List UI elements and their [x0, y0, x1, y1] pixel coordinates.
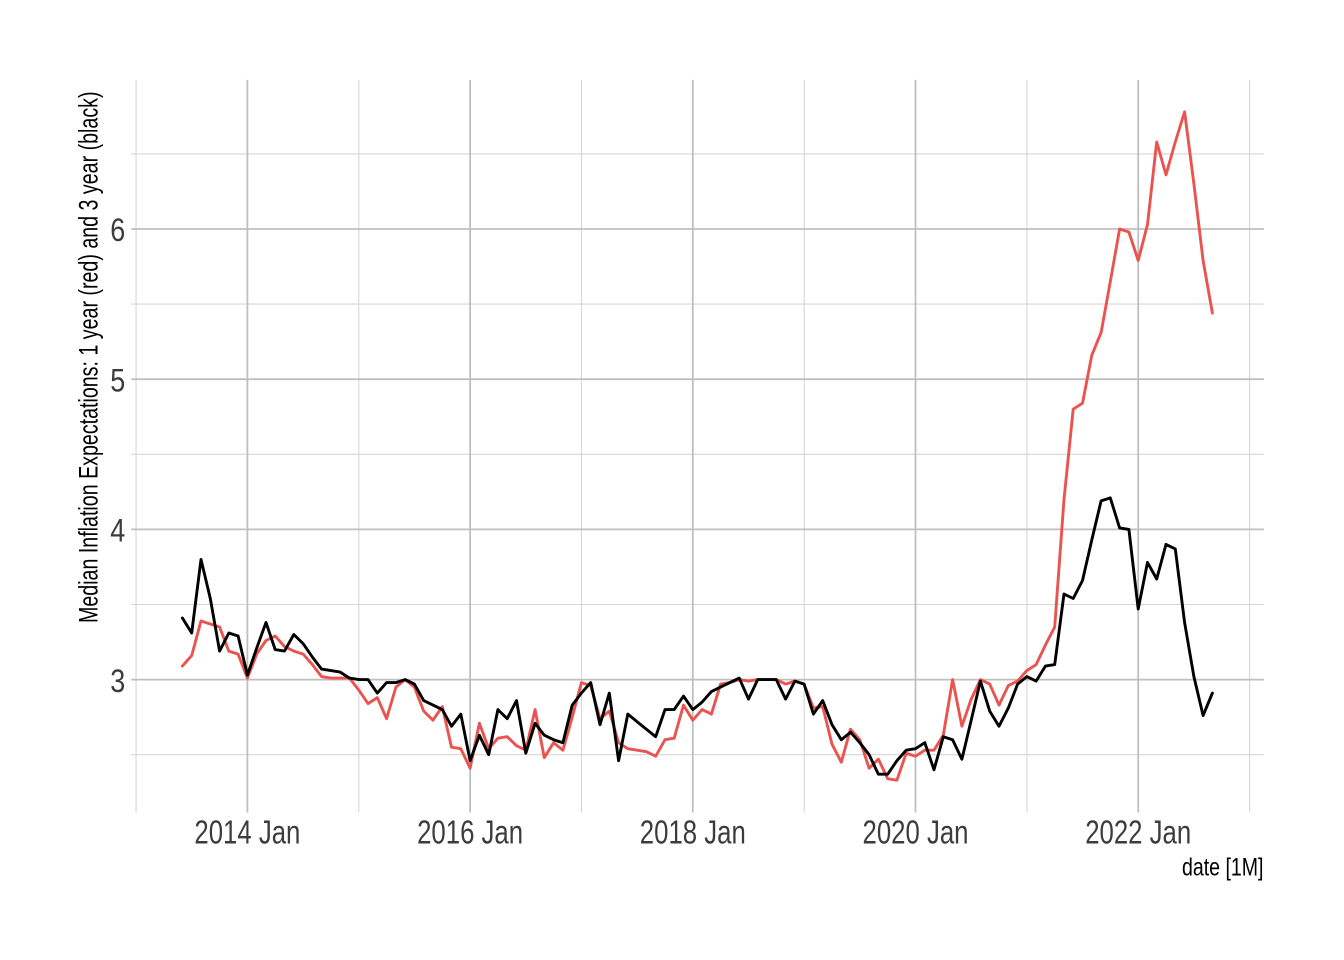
- svg-text:Median Inflation Expectations:: Median Inflation Expectations: 1 year (r…: [74, 92, 104, 624]
- svg-text:4: 4: [110, 513, 125, 549]
- svg-text:2014 Jan: 2014 Jan: [194, 814, 300, 851]
- svg-text:2016 Jan: 2016 Jan: [417, 814, 523, 851]
- svg-text:3: 3: [110, 663, 125, 699]
- svg-text:2020 Jan: 2020 Jan: [863, 814, 969, 851]
- svg-text:2018 Jan: 2018 Jan: [640, 814, 746, 851]
- svg-text:date [1M]: date [1M]: [1182, 854, 1264, 882]
- svg-text:6: 6: [110, 212, 125, 248]
- svg-text:2022 Jan: 2022 Jan: [1085, 814, 1191, 851]
- svg-text:5: 5: [110, 362, 125, 398]
